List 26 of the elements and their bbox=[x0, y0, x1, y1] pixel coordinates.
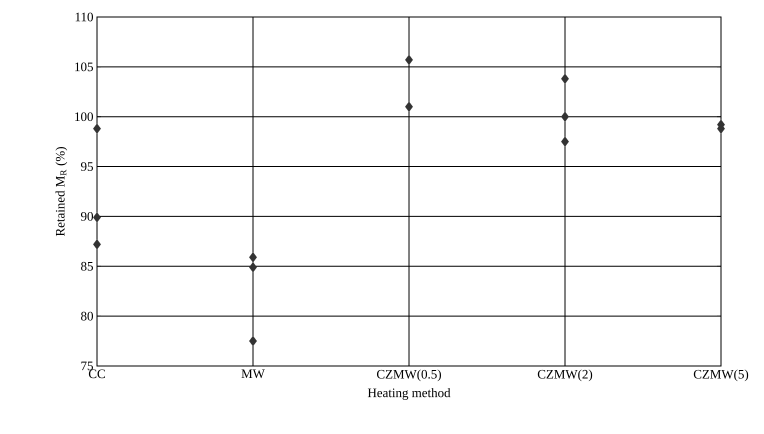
x-tick-label: MW bbox=[242, 370, 265, 378]
point bbox=[93, 212, 101, 223]
x-tick-label: CZMW(0.5) bbox=[376, 370, 441, 382]
y-tick-label: 90 bbox=[80, 212, 93, 221]
y-tick-label: 75 bbox=[81, 362, 93, 370]
point bbox=[93, 123, 101, 134]
x-tick-label: CZMW(2) bbox=[538, 370, 592, 382]
y-tick-label: 85 bbox=[81, 262, 93, 271]
point bbox=[249, 252, 257, 262]
x-tick-label: CZMW(5) bbox=[694, 370, 748, 382]
point bbox=[405, 102, 413, 112]
point bbox=[405, 54, 413, 66]
y-tick-label: 80 bbox=[81, 312, 93, 320]
point bbox=[561, 136, 569, 147]
y-tick-label: 95 bbox=[80, 162, 93, 171]
x-axis-title: Heating method bbox=[368, 388, 450, 400]
y-axis-title: Retained M$_{R}$ (%) bbox=[55, 147, 68, 236]
y-tick-label: 100 bbox=[75, 112, 93, 122]
point bbox=[249, 262, 257, 272]
point bbox=[561, 112, 569, 122]
point bbox=[249, 336, 257, 346]
y-tick-label: 110 bbox=[76, 12, 93, 22]
point bbox=[93, 239, 101, 250]
x-tick-label: CC bbox=[88, 370, 105, 378]
point bbox=[561, 74, 569, 84]
y-tick-label: 105 bbox=[75, 62, 93, 72]
